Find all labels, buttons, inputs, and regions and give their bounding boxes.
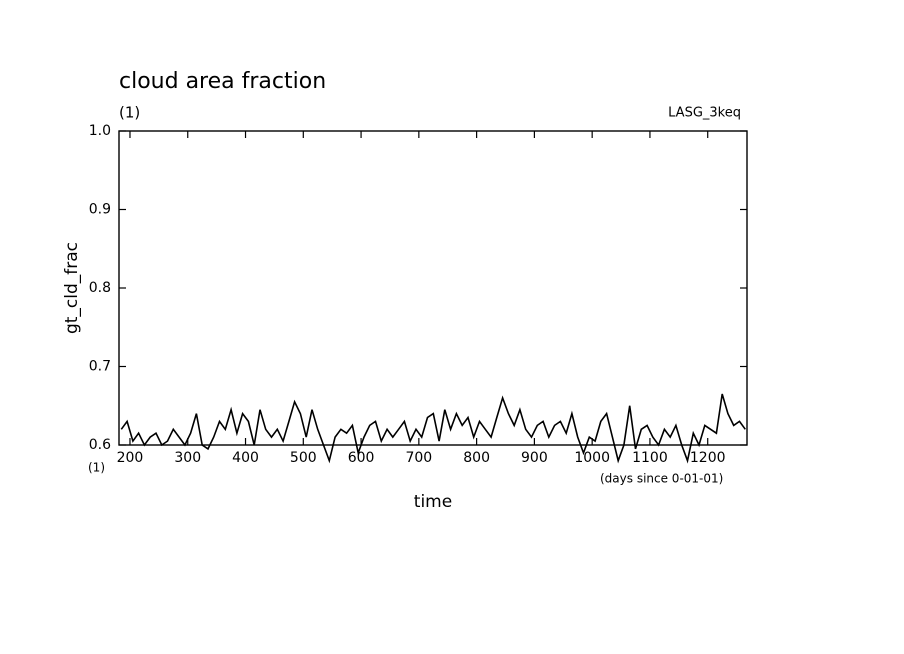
y-tick-label: 0.6 [89, 437, 111, 453]
x-units: (days since 0-01-01) [600, 472, 723, 486]
x-tick-label: 1100 [632, 450, 668, 466]
x-tick-label: 300 [174, 450, 201, 466]
annotation: LASG_3keq [668, 106, 741, 121]
x-unit-label: (1) [88, 461, 105, 475]
subtitle: (1) [119, 104, 140, 122]
y-tick-label: 1.0 [89, 123, 111, 139]
x-tick-label: 1200 [690, 450, 726, 466]
x-tick-label: 900 [521, 450, 548, 466]
x-tick-label: 1000 [574, 450, 610, 466]
plot-frame [118, 130, 748, 446]
y-tick-label: 0.7 [89, 359, 111, 375]
y-tick-label: 0.9 [89, 202, 111, 218]
x-tick-label: 400 [232, 450, 259, 466]
y-tick-label: 0.8 [89, 280, 111, 296]
x-tick-label: 200 [117, 450, 144, 466]
x-tick-label: 500 [290, 450, 317, 466]
y-axis-label: gt_cld_frac [62, 242, 82, 334]
x-tick-label: 700 [405, 450, 432, 466]
x-axis-label: time [414, 492, 452, 512]
chart-title: cloud area fraction [119, 69, 326, 94]
data-line [120, 393, 746, 464]
x-tick-label: 800 [463, 450, 490, 466]
x-tick-label: 600 [348, 450, 375, 466]
